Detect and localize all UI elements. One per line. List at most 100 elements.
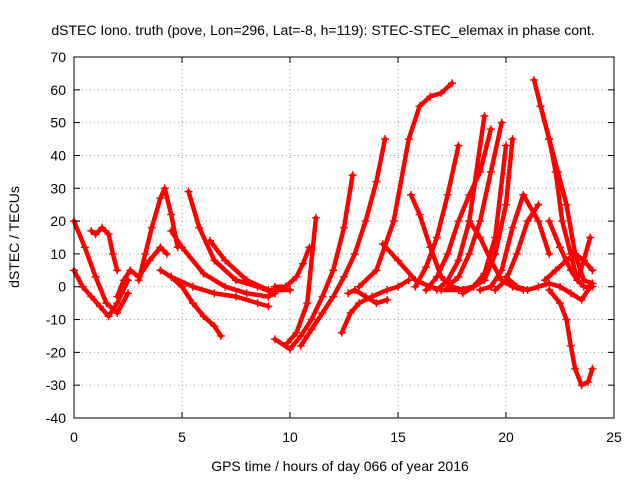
data-point-12-8 <box>381 135 390 144</box>
y-tick-label-8: 40 <box>50 147 66 163</box>
data-point-9-5 <box>264 302 273 311</box>
data-point-25-5 <box>534 217 543 226</box>
data-point-4-5 <box>167 210 176 219</box>
series-5 <box>156 266 225 340</box>
data-point-22-0 <box>443 282 452 291</box>
series-16-trace <box>356 81 455 289</box>
data-point-3-2 <box>126 266 135 275</box>
data-point-7-3 <box>221 282 230 291</box>
data-point-2-3 <box>104 230 113 239</box>
series-10 <box>270 243 314 291</box>
data-point-15-2 <box>361 292 370 301</box>
data-point-14-5 <box>394 282 402 291</box>
data-point-31-5 <box>586 233 595 242</box>
series-6 <box>184 187 279 298</box>
data-point-8-4 <box>286 286 294 295</box>
data-point-4-2 <box>147 223 156 232</box>
data-point-28-5 <box>556 282 564 291</box>
data-point-32-3 <box>566 341 575 350</box>
series-25 <box>476 190 554 295</box>
data-point-11-6 <box>340 223 348 232</box>
data-point-19-4 <box>454 141 463 150</box>
grid <box>74 57 614 418</box>
data-point-0-2 <box>91 272 100 281</box>
data-point-3-5 <box>156 243 165 252</box>
data-point-15-0 <box>344 289 353 298</box>
series-0-trace <box>71 218 131 316</box>
data-point-12-3 <box>329 292 338 301</box>
series-14 <box>337 276 413 337</box>
data-point-22-3 <box>476 217 485 226</box>
data-point-6-1 <box>195 223 204 232</box>
data-point-25-6 <box>545 249 554 258</box>
data-point-20-3 <box>454 217 463 226</box>
data-point-23-1 <box>469 282 478 291</box>
data-point-20-6 <box>486 125 495 134</box>
data-point-13-3 <box>311 213 320 222</box>
data-point-30-1 <box>545 135 554 144</box>
series-32-trace <box>546 287 595 388</box>
data-point-14-1 <box>346 308 355 317</box>
data-point-32-2 <box>562 315 571 324</box>
data-point-15-1 <box>350 286 359 295</box>
data-point-2-5 <box>113 266 122 275</box>
series-23 <box>458 141 510 298</box>
data-point-28-1 <box>512 282 521 291</box>
data-point-10-3 <box>298 259 307 268</box>
x-tick-label-5: 25 <box>606 429 622 445</box>
data-point-33-4 <box>579 256 588 265</box>
data-point-12-2 <box>318 308 327 317</box>
data-point-26-4 <box>534 200 543 209</box>
data-point-23-4 <box>502 141 510 150</box>
data-point-20-1 <box>432 272 441 281</box>
data-point-18-0 <box>406 190 415 199</box>
series-33 <box>540 249 597 285</box>
data-point-23-0 <box>458 289 467 298</box>
data-point-6-3 <box>232 276 240 285</box>
data-point-19-0 <box>411 282 420 291</box>
data-point-20-0 <box>422 286 431 295</box>
data-point-33-0 <box>540 276 549 285</box>
data-point-19-2 <box>432 233 441 242</box>
data-point-12-7 <box>372 177 381 186</box>
data-point-11-5 <box>329 266 338 275</box>
data-point-19-1 <box>422 263 431 272</box>
data-point-9-4 <box>253 299 262 308</box>
data-point-27-2 <box>502 200 510 209</box>
data-point-22-4 <box>486 167 495 176</box>
data-point-22-2 <box>465 249 474 258</box>
x-tick-label-1: 5 <box>178 429 186 445</box>
data-point-8-1 <box>221 256 230 265</box>
data-point-16-6 <box>437 89 446 98</box>
data-point-25-4 <box>519 190 528 199</box>
data-point-30-2 <box>553 167 562 176</box>
data-point-21-4 <box>480 112 489 121</box>
data-point-12-1 <box>307 325 316 334</box>
data-point-11-4 <box>318 292 327 301</box>
data-point-28-0 <box>502 272 510 281</box>
data-point-12-6 <box>361 217 370 226</box>
data-point-13-0 <box>283 338 292 347</box>
data-point-13-1 <box>292 328 301 337</box>
data-point-29-0 <box>530 75 539 84</box>
data-point-32-0 <box>545 286 554 295</box>
data-point-6-0 <box>184 187 193 196</box>
data-point-8-0 <box>206 236 215 245</box>
series-25-trace <box>477 192 552 293</box>
data-point-33-5 <box>588 266 597 275</box>
series-11 <box>270 171 357 354</box>
y-tick-label-2: -20 <box>46 344 66 360</box>
data-point-32-7 <box>588 364 597 373</box>
data-point-11-3 <box>307 315 316 324</box>
series-27 <box>480 135 517 285</box>
data-point-10-2 <box>292 272 301 281</box>
data-point-4-3 <box>156 194 165 203</box>
data-point-33-1 <box>551 266 560 275</box>
data-point-17-1 <box>394 256 402 265</box>
data-point-7-4 <box>242 289 251 298</box>
data-point-30-3 <box>562 200 571 209</box>
data-point-24-1 <box>476 233 485 242</box>
data-point-31-1 <box>556 243 564 252</box>
data-point-28-6 <box>566 289 575 298</box>
series-13 <box>283 213 320 347</box>
